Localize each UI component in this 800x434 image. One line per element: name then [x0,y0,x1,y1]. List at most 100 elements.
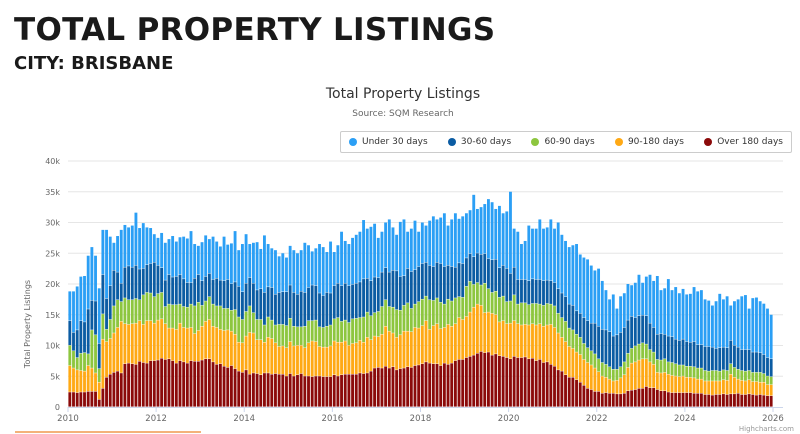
bar-segment [189,327,193,361]
bar-segment [446,299,450,325]
bar-segment [321,247,325,296]
bar-segment [512,320,516,357]
highcharts-credit[interactable]: Highcharts.com [738,425,794,433]
bar-segment [127,324,131,363]
bar-segment [556,333,560,370]
bar-segment [68,320,72,346]
bar-segment [567,247,571,304]
bar-segment [740,370,744,381]
bar-segment [648,323,652,350]
bar-segment [321,347,325,377]
bar-segment [490,355,494,407]
bar-segment [696,344,700,368]
bar-segment [740,349,744,371]
bar-segment [509,359,512,407]
bar-segment [207,239,211,274]
bar-segment [281,292,285,325]
bar-segment [252,312,255,333]
bar-segment [582,385,586,407]
bar-segment [365,337,369,373]
bar-segment [178,274,182,304]
bar-segment [710,305,714,347]
bar-segment [354,283,358,319]
bar-segment [611,336,615,370]
bar-segment [641,282,645,315]
bar-segment [450,363,454,407]
bar-segment [725,370,729,381]
bar-segment [395,234,399,271]
bar-segment [633,389,637,407]
bar-segment [655,276,659,335]
bar-segment [185,363,189,407]
bar-segment [75,330,79,358]
bar-segment [182,327,186,362]
bar-segment [90,368,94,392]
legend-item-30-60[interactable]: 30-60 days [447,137,511,147]
bar-segment [564,321,567,342]
bar-segment [310,251,314,285]
bar-segment [619,378,623,394]
bar-segment [185,238,189,283]
bar-segment [428,329,432,363]
bar-segment [252,333,255,373]
bar-segment [174,276,178,305]
bar-segment [718,293,722,348]
bar-segment [688,293,692,343]
bar-segment [409,271,413,309]
bar-segment [534,360,538,407]
bar-segment [189,231,193,283]
bar-segment [171,360,175,407]
bar-segment [299,291,303,327]
bar-segment [101,339,105,389]
bar-segment [520,357,523,407]
bar-segment [409,367,413,407]
bar-segment [343,240,347,283]
bar-segment [263,325,266,343]
bar-segment [472,284,476,307]
bar-segment [406,231,410,269]
bar-segment [252,242,255,283]
bar-segment [285,347,288,376]
bar-segment [182,279,186,307]
bar-segment [501,296,505,321]
bar-segment [442,266,446,304]
bar-segment [138,228,142,269]
legend-item-90-180[interactable]: 90-180 days [614,137,684,147]
bar-segment [123,298,127,324]
bar-segment [648,349,652,362]
bar-segment [545,280,549,304]
bar-segment [696,291,700,345]
bar-segment [564,240,567,297]
bar-segment [722,370,725,380]
bar-segment [442,363,446,407]
bar-segment [281,253,285,292]
bar-segment [229,243,233,284]
bar-segment [373,312,377,336]
bar-segment [593,323,597,354]
bar-segment [79,392,83,407]
bar-segment [68,365,72,392]
bar-segment [288,373,292,407]
bar-segment [244,283,248,312]
bar-segment [215,241,219,279]
bar-segment [545,325,549,362]
bar-segment [439,365,443,407]
legend-item-under-30[interactable]: Under 30 days [349,137,428,147]
bar-segment [358,317,362,341]
bar-segment [644,344,648,359]
bar-segment [736,299,740,347]
bar-segment [531,303,534,324]
bar-segment [468,210,472,254]
bar-segment [112,372,116,407]
bar-segment [303,326,307,348]
bar-segment [75,392,79,407]
bar-segment [439,217,443,264]
bar-segment [769,384,773,396]
legend-item-60-90[interactable]: 60-90 days [531,137,595,147]
bar-segment [72,332,75,351]
bar-segment [633,346,637,362]
bar-segment [274,250,277,295]
bar-segment [204,276,208,301]
bar-segment [108,319,112,339]
legend-item-over-180[interactable]: Over 180 days [704,137,783,147]
